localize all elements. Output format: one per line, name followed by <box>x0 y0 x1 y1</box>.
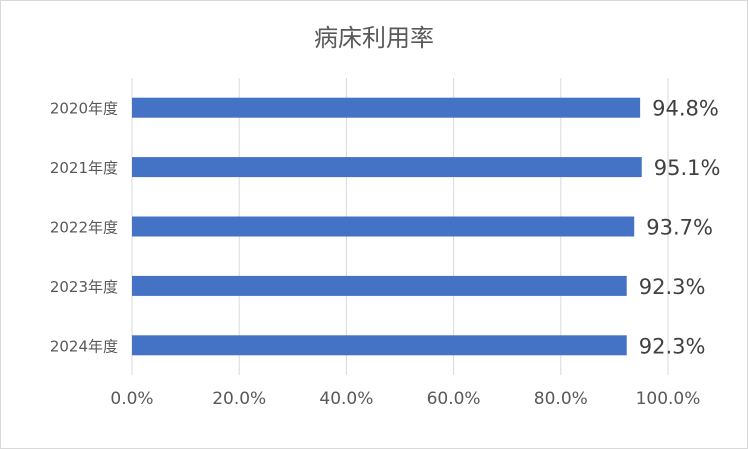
data-label: 93.7% <box>646 216 713 240</box>
category-label: 2023年度 <box>50 278 118 296</box>
bar <box>132 157 642 178</box>
data-label: 95.1% <box>654 156 721 180</box>
data-label: 92.3% <box>639 334 706 358</box>
bar <box>132 335 627 356</box>
x-tick-label: 20.0% <box>212 389 266 409</box>
chart-title: 病床利用率 <box>314 24 434 52</box>
x-tick-label: 100.0% <box>636 389 701 409</box>
data-label: 92.3% <box>639 275 706 299</box>
bar <box>132 275 627 296</box>
data-label: 94.8% <box>652 97 719 121</box>
x-tick-label: 0.0% <box>110 389 153 409</box>
x-tick-label: 40.0% <box>319 389 373 409</box>
category-label: 2024年度 <box>50 337 118 355</box>
bar <box>132 97 641 118</box>
x-tick-label: 60.0% <box>427 389 481 409</box>
x-tick-label: 80.0% <box>534 389 588 409</box>
bar <box>132 216 635 237</box>
category-label: 2020年度 <box>50 100 118 118</box>
category-label: 2022年度 <box>50 219 118 237</box>
category-label: 2021年度 <box>50 159 118 177</box>
